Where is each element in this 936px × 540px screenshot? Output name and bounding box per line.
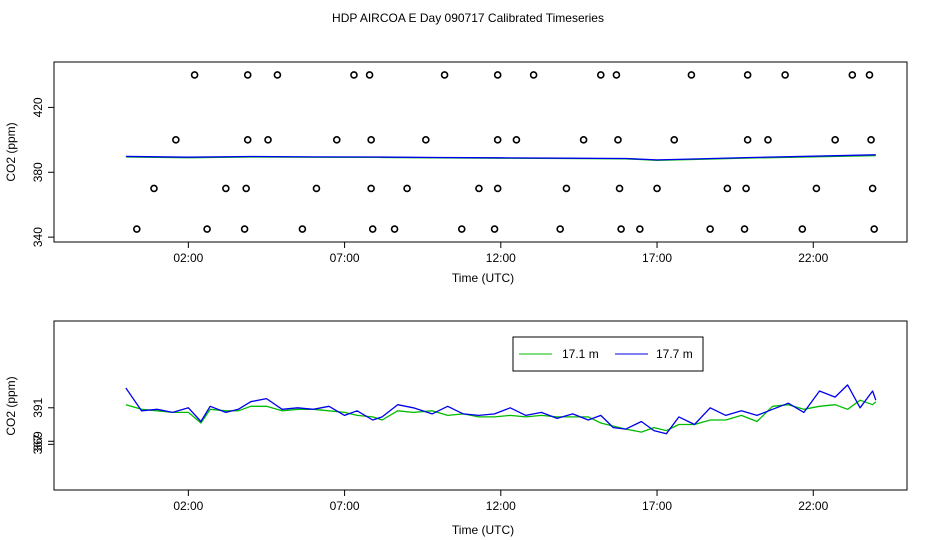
bottom-x-tick-label: 07:00 [330,499,360,513]
marker-point [653,184,661,193]
marker-point [240,225,249,233]
marker-point [798,225,807,233]
marker-point [350,71,358,79]
bottom-series-lines [125,384,877,435]
marker-point [579,136,588,144]
marker-point [440,71,449,79]
marker-point [848,71,857,79]
marker-point [670,136,679,144]
marker-point [706,225,714,233]
marker-point [365,71,374,79]
marker-point [332,136,341,144]
marker-point [493,184,502,193]
top-x-tick-label: 17:00 [642,251,672,265]
marker-point [475,184,483,193]
marker-point [764,136,772,144]
marker-point [867,136,875,144]
marker-point [636,225,644,233]
marker-point [367,136,375,144]
top-y-tick-label: 420 [31,97,45,117]
marker-point [596,71,605,79]
marker-point [390,225,399,233]
marker-point [781,71,789,79]
marker-point [868,184,877,193]
marker-point [403,184,411,193]
marker-point [422,136,430,144]
bottom-series-line-2 [125,384,877,435]
top-x-tick-label: 07:00 [330,251,360,265]
marker-point [298,225,307,233]
marker-point [242,184,250,193]
marker-point [243,71,252,79]
marker-point [614,136,622,144]
legend: 17.1 m 17.7 m [512,336,704,372]
marker-point [222,184,230,193]
marker-point [368,225,377,233]
bottom-y-tick-label: 391 [31,397,45,417]
bottom-x-axis: 02:00 07:00 12:00 17:00 22:00 [173,490,829,513]
marker-point [493,71,502,79]
marker-point [490,225,499,233]
top-markers [133,71,878,233]
bottom-x-tick-label: 22:00 [798,499,828,513]
top-panel: 02:00 07:00 12:00 17:00 22:00 340 380 420 Time… [4,61,908,285]
top-x-tick-label: 02:00 [173,251,203,265]
marker-point [457,225,466,233]
marker-point [743,71,752,79]
top-series-line-2 [125,154,876,161]
top-plot-frame [53,61,908,243]
chart-title: HDP AIRCOA E Day 090717 Calibrated Times… [332,11,604,25]
marker-point [203,225,211,233]
marker-point [493,136,502,144]
marker-point [865,71,874,79]
legend-label-series-2: 17.7 m [656,347,693,361]
marker-point [172,136,180,144]
bottom-y-tick-label: 367 [31,434,45,454]
marker-point [687,71,696,79]
top-x-tick-label: 22:00 [798,251,828,265]
top-x-axis: 02:00 07:00 12:00 17:00 22:00 [173,242,829,265]
marker-point [740,225,749,233]
marker-point [150,184,158,193]
top-x-axis-label: Time (UTC) [452,271,514,285]
bottom-x-tick-label: 12:00 [486,499,516,513]
top-y-tick-label: 340 [31,227,45,247]
marker-point [512,136,521,144]
marker-point [870,225,878,233]
marker-point [615,184,624,193]
marker-point [264,136,272,144]
marker-point [723,184,732,193]
marker-point [243,136,252,144]
marker-point [617,225,625,233]
bottom-y-tick-label: 369 [31,431,45,451]
marker-point [831,136,839,144]
marker-point [562,184,571,193]
top-x-tick-label: 12:00 [486,251,516,265]
bottom-y-axis-label: CO2 (ppm) [4,376,18,435]
marker-point [273,71,282,79]
marker-point [612,71,621,79]
bottom-x-tick-label: 02:00 [173,499,203,513]
marker-point [133,225,141,233]
marker-point [812,184,821,193]
bottom-plot-frame [53,320,908,491]
marker-point [190,71,199,79]
marker-point [312,184,321,193]
top-y-axis-label: CO2 (ppm) [4,122,18,181]
legend-label-series-1: 17.1 m [562,347,599,361]
bottom-x-axis-label: Time (UTC) [452,523,514,537]
top-y-tick-label: 380 [31,162,45,182]
marker-point [367,184,375,193]
marker-point [743,136,752,144]
top-series-lines [125,154,876,161]
bottom-x-tick-label: 17:00 [642,499,672,513]
top-y-axis: 340 380 420 [31,97,54,247]
marker-point [556,225,564,233]
marker-point [742,184,750,193]
marker-point [529,71,538,79]
bottom-series-line-1 [125,399,877,433]
